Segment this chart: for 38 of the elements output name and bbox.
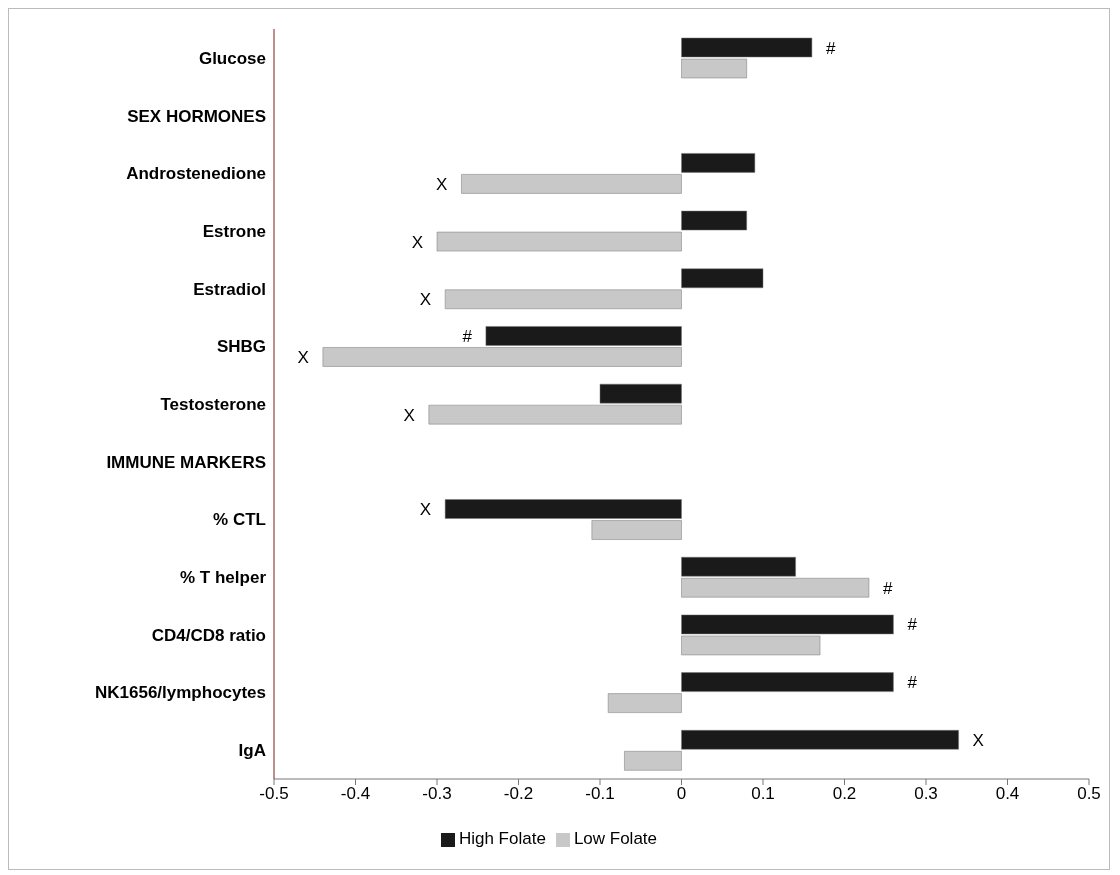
y-tick-label: % T helper <box>180 568 267 588</box>
x-tick-label: 0 <box>676 784 687 804</box>
legend-label: Low Folate <box>573 829 658 848</box>
legend-label: High Folate <box>458 829 546 848</box>
x-tick-label: 0.2 <box>832 784 857 804</box>
y-tick-label: % CTL <box>213 510 266 530</box>
data-label: # <box>907 673 918 693</box>
y-tick-label: Testosterone <box>160 395 266 415</box>
y-tick-label: Estradiol <box>193 279 266 299</box>
y-tick-label: SEX HORMONES <box>127 106 266 126</box>
x-tick-label: -0.3 <box>422 784 452 804</box>
data-label: X <box>419 290 432 310</box>
x-tick-label: -0.5 <box>259 784 289 804</box>
y-tick-label: SHBG <box>216 337 266 357</box>
data-label: # <box>825 38 836 58</box>
y-tick-label: NK1656/lymphocytes <box>94 683 266 703</box>
y-tick-label: CD4/CD8 ratio <box>151 625 266 645</box>
data-label: # <box>462 326 473 346</box>
x-tick-label: 0.3 <box>914 784 938 804</box>
x-tick-label: 0.1 <box>751 784 775 804</box>
x-tick-label: -0.1 <box>585 784 615 804</box>
data-label: X <box>419 500 432 520</box>
x-tick-label: -0.2 <box>503 784 534 804</box>
y-tick-label: Androstenedione <box>126 164 266 184</box>
data-label: X <box>436 174 448 194</box>
y-tick-label: IgA <box>238 741 266 761</box>
data-label: X <box>411 232 423 252</box>
y-tick-label: Estrone <box>202 221 266 241</box>
data-label: X <box>972 730 984 750</box>
data-label: X <box>297 347 309 367</box>
x-tick-label: 0.4 <box>995 784 1020 804</box>
data-label: X <box>403 405 415 425</box>
x-tick-label: 0.5 <box>1077 784 1101 804</box>
y-tick-label: IMMUNE MARKERS <box>106 452 266 472</box>
y-tick-label: Glucose <box>198 48 266 68</box>
data-label: # <box>907 615 918 635</box>
x-tick-label: -0.4 <box>340 784 371 804</box>
data-label: # <box>882 578 893 598</box>
